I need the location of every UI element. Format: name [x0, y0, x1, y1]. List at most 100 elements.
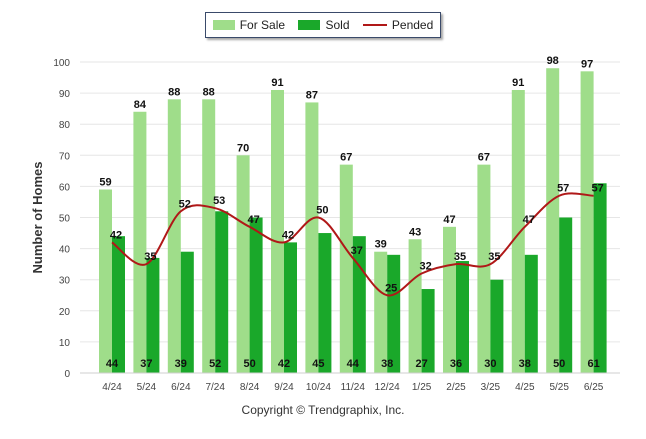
bar-sold — [284, 242, 297, 373]
y-tick-label: 40 — [59, 245, 71, 256]
pended-data-label: 35 — [454, 251, 466, 263]
bar-for-sale — [339, 164, 353, 373]
y-tick-label: 0 — [64, 369, 70, 380]
bar-sold — [318, 233, 332, 373]
for-sale-data-label: 43 — [409, 226, 421, 238]
y-tick-label: 80 — [59, 120, 71, 131]
sold-data-label: 37 — [140, 358, 152, 370]
bar-for-sale — [477, 164, 491, 373]
legend-swatch-for-sale — [212, 20, 235, 30]
for-sale-data-label: 39 — [375, 239, 387, 251]
sold-data-label: 44 — [347, 358, 360, 370]
pended-data-label: 52 — [179, 198, 191, 210]
bar-for-sale — [236, 155, 250, 373]
legend-swatch-sold — [298, 20, 321, 30]
for-sale-data-label: 47 — [443, 214, 455, 226]
x-tick-label: 10/24 — [306, 382, 331, 393]
bar-sold — [180, 251, 194, 373]
bar-for-sale — [202, 99, 216, 373]
legend-item-pended[interactable]: Pended — [362, 18, 434, 32]
bar-sold — [421, 289, 435, 373]
pended-data-label: 37 — [351, 245, 363, 257]
legend-item-for-sale[interactable]: For Sale — [212, 18, 286, 32]
pended-data-label: 42 — [282, 229, 294, 241]
bar-sold — [456, 261, 469, 373]
pended-data-label: 47 — [247, 214, 259, 226]
x-tick-label: 3/25 — [481, 382, 501, 393]
bar-for-sale — [443, 226, 456, 373]
y-tick-label: 30 — [59, 276, 71, 287]
bar-for-sale — [408, 239, 422, 373]
legend-item-sold[interactable]: Sold — [298, 18, 350, 32]
bar-for-sale — [305, 102, 319, 374]
y-tick-label: 20 — [59, 307, 71, 318]
for-sale-data-label: 88 — [203, 86, 215, 98]
for-sale-data-label: 91 — [271, 77, 283, 89]
pended-data-label: 53 — [213, 195, 225, 207]
sold-data-label: 39 — [175, 358, 187, 370]
pended-data-label: 25 — [385, 282, 397, 294]
x-tick-label: 1/25 — [412, 382, 432, 393]
pended-data-label: 47 — [523, 214, 535, 226]
bar-sold — [387, 254, 401, 373]
chart-legend: For Sale Sold Pended — [205, 12, 441, 38]
y-tick-label: 50 — [59, 214, 71, 225]
pended-data-label: 32 — [419, 260, 431, 272]
x-tick-label: 5/25 — [549, 382, 569, 393]
bar-sold — [215, 211, 229, 373]
for-sale-data-label: 97 — [581, 58, 593, 70]
pended-data-label: 35 — [488, 251, 500, 263]
x-tick-label: 4/24 — [102, 382, 122, 393]
x-tick-label: 6/24 — [171, 382, 191, 393]
sold-data-label: 30 — [484, 358, 496, 370]
bar-for-sale — [167, 99, 181, 373]
y-tick-label: 100 — [53, 58, 70, 69]
x-tick-label: 8/24 — [240, 382, 260, 393]
sold-data-label: 50 — [553, 358, 565, 370]
legend-label-for-sale: For Sale — [239, 18, 286, 32]
for-sale-data-label: 67 — [340, 152, 352, 164]
legend-label-sold: Sold — [325, 18, 350, 32]
x-tick-label: 12/24 — [375, 382, 400, 393]
bar-for-sale — [271, 89, 284, 374]
sold-data-label: 52 — [209, 358, 221, 370]
bar-for-sale — [546, 68, 560, 373]
bar-sold — [593, 183, 607, 373]
sold-data-label: 44 — [106, 358, 119, 370]
bar-sold — [146, 257, 160, 373]
bar-sold — [112, 236, 125, 373]
x-tick-label: 9/24 — [274, 382, 294, 393]
y-tick-label: 70 — [59, 151, 71, 162]
pended-data-label: 50 — [316, 205, 328, 217]
copyright-text: Copyright © Trendgraphix, Inc. — [241, 403, 405, 417]
for-sale-data-label: 84 — [134, 99, 147, 111]
sold-data-label: 27 — [415, 358, 427, 370]
legend-label-pended: Pended — [391, 18, 434, 32]
bar-sold — [559, 217, 573, 373]
sold-data-label: 42 — [278, 358, 290, 370]
bar-for-sale — [511, 89, 525, 374]
y-tick-label: 10 — [59, 338, 71, 349]
for-sale-data-label: 59 — [99, 177, 111, 189]
for-sale-data-label: 91 — [512, 77, 524, 89]
sold-data-label: 45 — [312, 358, 324, 370]
legend-swatch-pended — [362, 24, 387, 26]
sold-data-label: 36 — [450, 358, 462, 370]
pended-data-label: 35 — [144, 251, 156, 263]
pended-data-label: 57 — [557, 183, 569, 195]
sold-data-label: 61 — [587, 358, 599, 370]
bar-for-sale — [374, 251, 388, 373]
x-tick-label: 7/24 — [205, 382, 225, 393]
x-tick-label: 6/25 — [584, 382, 604, 393]
x-tick-label: 5/24 — [137, 382, 157, 393]
bar-sold — [524, 254, 538, 373]
pended-data-label: 42 — [110, 229, 122, 241]
sold-data-label: 50 — [243, 358, 255, 370]
for-sale-data-label: 67 — [478, 152, 490, 164]
for-sale-data-label: 70 — [237, 142, 249, 154]
sold-data-label: 38 — [381, 358, 393, 370]
sold-data-label: 38 — [519, 358, 531, 370]
for-sale-data-label: 98 — [547, 55, 559, 67]
